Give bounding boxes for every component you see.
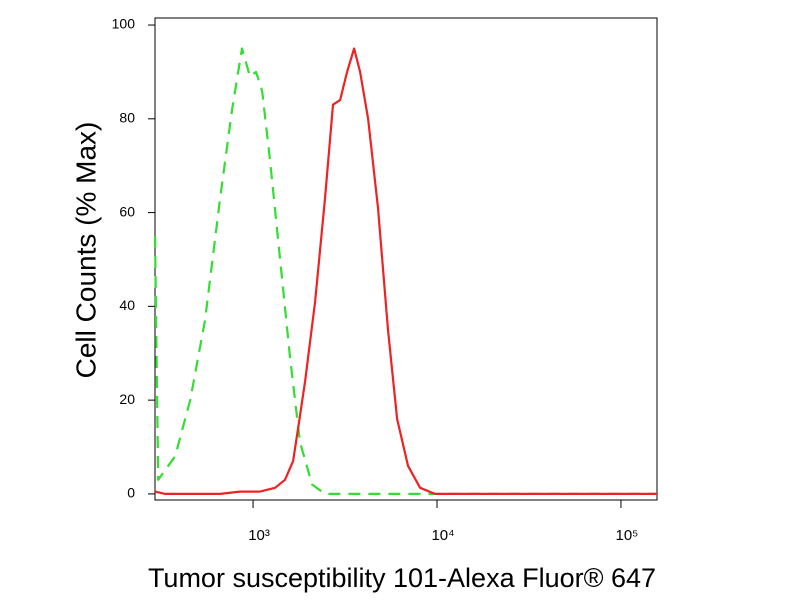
x-tick-label: 10⁴ <box>431 527 454 544</box>
x-axis-title: Tumor susceptibility 101-Alexa Fluor® 64… <box>148 563 656 593</box>
x-tick-label: 10³ <box>248 527 270 544</box>
y-tick-label: 60 <box>119 203 135 219</box>
y-tick-label: 100 <box>112 16 136 32</box>
x-tick-label: 10⁵ <box>616 527 639 544</box>
y-tick-label: 40 <box>119 297 135 313</box>
y-axis-title: Cell Counts (% Max) <box>70 122 101 379</box>
y-tick-label: 0 <box>127 485 135 501</box>
y-tick-label: 80 <box>119 110 135 126</box>
plot-frame <box>154 17 658 501</box>
series-line <box>153 47 657 495</box>
y-tick-label: 20 <box>119 391 135 407</box>
series-line <box>154 47 657 495</box>
